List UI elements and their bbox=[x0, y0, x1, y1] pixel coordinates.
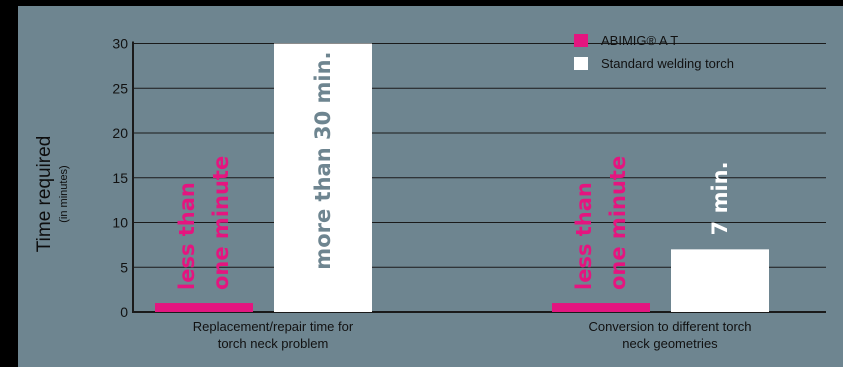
y-axis-sublabel: (in minutes) bbox=[58, 165, 70, 222]
legend-entry: Standard welding torch bbox=[601, 56, 734, 71]
legend-swatch bbox=[574, 57, 588, 70]
y-tick-label: 5 bbox=[120, 259, 128, 275]
category-label: Replacement/repair time for bbox=[193, 319, 354, 334]
data-label: one minute bbox=[209, 156, 233, 290]
y-tick-label: 15 bbox=[112, 170, 128, 186]
bar bbox=[552, 303, 650, 312]
data-label: 7 min. bbox=[708, 161, 732, 235]
bar bbox=[274, 43, 372, 312]
chart-panel: 0 5 10 15 20 25 30 Time required (in minutes) les… bbox=[18, 6, 843, 367]
y-tick-label: 20 bbox=[112, 125, 128, 141]
legend-entry: ABIMIG® A T bbox=[601, 33, 678, 48]
data-label: more than 30 min. bbox=[311, 52, 335, 270]
bar bbox=[155, 303, 253, 312]
y-axis-label: Time required bbox=[34, 136, 55, 253]
y-tick-label: 30 bbox=[112, 36, 128, 52]
data-label: less than bbox=[572, 182, 596, 290]
category-label: neck geometries bbox=[622, 336, 718, 351]
data-label: less than bbox=[175, 182, 199, 290]
bar-chart: 0 5 10 15 20 25 30 Time required (in minutes) les… bbox=[34, 33, 826, 351]
category-label: torch neck problem bbox=[218, 336, 329, 351]
y-tick-label: 10 bbox=[112, 215, 128, 231]
category-label: Conversion to different torch bbox=[588, 319, 751, 334]
legend-swatch bbox=[574, 34, 588, 47]
y-tick-label: 25 bbox=[112, 80, 128, 96]
bar bbox=[671, 249, 769, 312]
data-label: one minute bbox=[606, 156, 630, 290]
y-tick-label: 0 bbox=[120, 304, 128, 320]
